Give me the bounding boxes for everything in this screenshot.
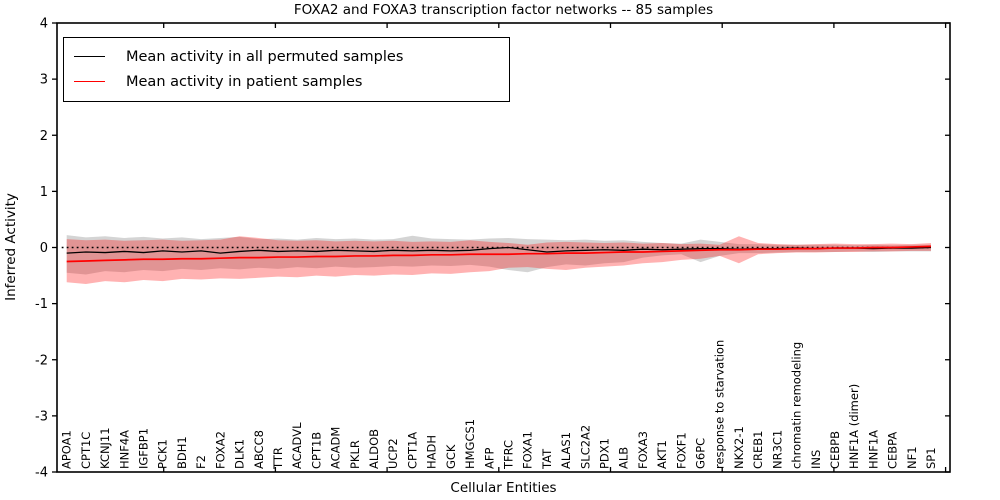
x-category-label: INS	[809, 450, 823, 469]
x-category-label: ACADM	[329, 427, 343, 469]
x-category-label: CEBPB	[828, 431, 842, 469]
x-category-label: FOXF1	[674, 432, 688, 469]
chart-title: FOXA2 and FOXA3 transcription factor net…	[293, 2, 714, 18]
x-category-label: PKLR	[348, 440, 362, 469]
y-tick-label: -1	[35, 297, 48, 312]
patient-mean-line	[66, 245, 932, 263]
x-category-label: PCK1	[156, 439, 170, 469]
x-category-label: CPT1B	[309, 432, 323, 469]
x-category-label: FOXA1	[521, 431, 535, 469]
x-category-label: CREB1	[751, 431, 765, 470]
x-category-label: ALDOB	[367, 429, 381, 469]
x-axis-label: Cellular Entities	[450, 480, 557, 496]
x-category-label: IGFBP1	[137, 428, 151, 469]
x-category-label: TFRC	[501, 440, 515, 470]
x-category-label: HMGCS1	[463, 419, 477, 469]
y-axis-label: Inferred Activity	[3, 193, 19, 301]
x-category-label: AFP	[482, 448, 496, 469]
x-category-label: KCNJ11	[98, 427, 112, 469]
x-category-label: TAT	[540, 448, 554, 470]
patient-range-band	[66, 236, 931, 284]
x-category-label: SP1	[924, 447, 938, 469]
x-category-label: ACADVL	[290, 422, 304, 469]
permuted-line-swatch	[74, 56, 105, 57]
x-category-label: ABCC8	[252, 430, 266, 469]
x-category-label: SLC2A2	[578, 425, 592, 469]
x-category-label: ALAS1	[559, 432, 573, 469]
x-category-label: NF1	[905, 446, 919, 469]
x-category-label: CEBPA	[886, 432, 900, 469]
y-tick-label: -4	[35, 466, 48, 481]
y-tick-label: 0	[40, 241, 48, 256]
x-category-label: PDX1	[598, 438, 612, 469]
x-category-label: CPT1C	[79, 432, 93, 469]
x-category-label: G6PC	[694, 438, 708, 469]
x-category-label: NKX2-1	[732, 426, 746, 469]
x-category-label: DLK1	[233, 439, 247, 469]
y-tick-label: -2	[35, 353, 48, 368]
patient-line-swatch	[74, 81, 105, 82]
y-tick-label: 1	[40, 185, 48, 200]
y-tick-label: 2	[40, 129, 48, 144]
y-tick-label: 3	[40, 73, 48, 88]
legend-label-permuted: Mean activity in all permuted samples	[126, 48, 404, 65]
x-category-label: F2	[194, 455, 208, 469]
y-tick-label: 4	[40, 17, 48, 32]
y-tick-label: -3	[35, 409, 48, 424]
x-category-label: CPT1A	[405, 432, 419, 469]
x-category-label: GCK	[444, 444, 458, 469]
x-category-label: UCP2	[386, 438, 400, 469]
x-category-label: HNF1A (dimer)	[847, 384, 861, 469]
x-category-label: AKT1	[655, 440, 669, 469]
legend-item-patient: Mean activity in patient samples	[74, 69, 501, 94]
x-category-label: HNF4A	[117, 430, 131, 469]
legend: Mean activity in all permuted samples Me…	[63, 37, 510, 102]
x-category-label: APOA1	[60, 430, 74, 469]
x-category-label: response to starvation	[713, 340, 727, 469]
x-category-label: BDH1	[175, 436, 189, 469]
legend-label-patient: Mean activity in patient samples	[126, 73, 363, 90]
x-category-label: chromatin remodeling	[790, 342, 804, 469]
x-category-label: FOXA3	[636, 431, 650, 469]
x-category-label: FOXA2	[213, 431, 227, 469]
x-category-label: ALB	[617, 447, 631, 469]
x-category-label: TTR	[271, 447, 285, 470]
x-category-label: HNF1A	[866, 430, 880, 469]
legend-item-permuted: Mean activity in all permuted samples	[74, 44, 501, 69]
x-category-label: NR3C1	[770, 430, 784, 469]
x-category-label: HADH	[425, 435, 439, 469]
